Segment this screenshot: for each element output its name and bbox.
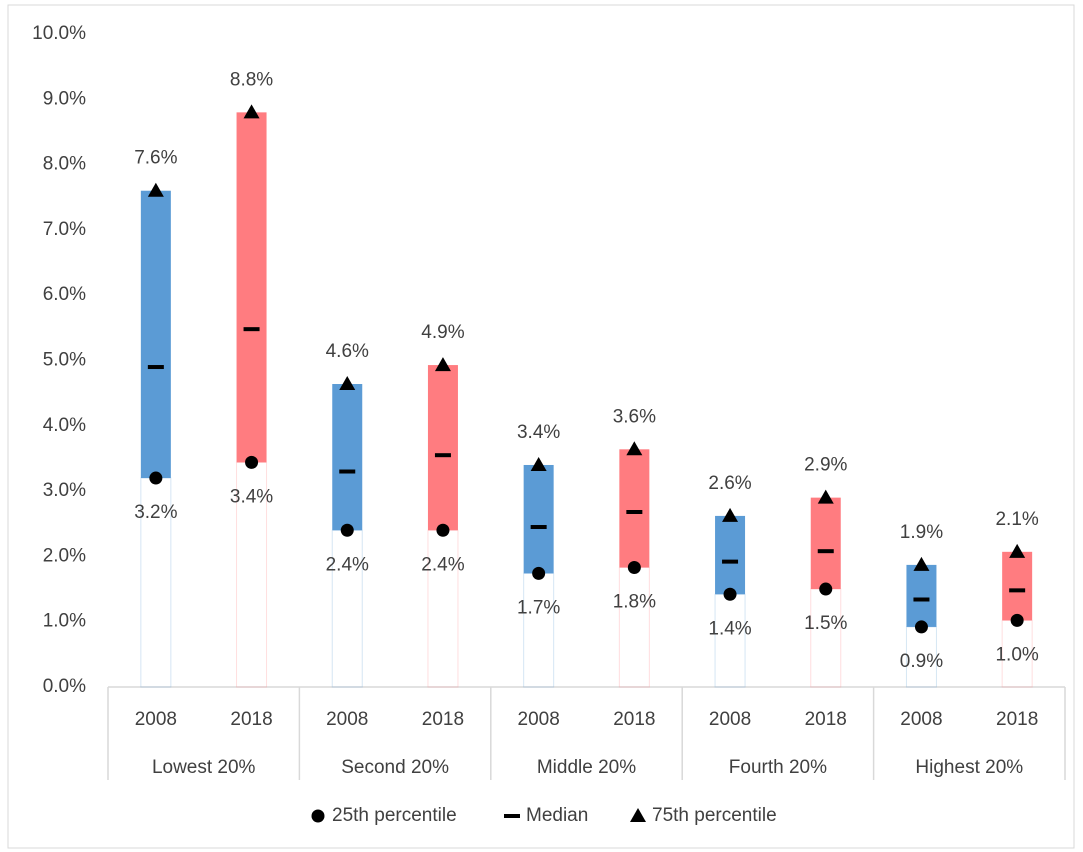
- x-tick-label: 2008: [135, 709, 177, 730]
- x-tick-label: 2008: [900, 709, 942, 730]
- y-tick-label: 3.0%: [43, 480, 86, 501]
- marker-triangle: [817, 489, 834, 504]
- range-bar: [236, 112, 267, 463]
- y-tick-label: 5.0%: [43, 350, 86, 371]
- y-tick-label: 4.0%: [43, 415, 86, 436]
- value-label: 3.4%: [230, 486, 273, 507]
- x-tick-label: 2018: [805, 709, 847, 730]
- marker-dash: [1009, 588, 1026, 593]
- marker-circle: [723, 587, 737, 601]
- value-label: 2.9%: [804, 455, 847, 476]
- legend-label: Median: [526, 805, 588, 826]
- value-label: 3.2%: [134, 502, 177, 523]
- marker-triangle: [147, 182, 164, 197]
- marker-triangle: [722, 507, 739, 522]
- y-tick-label: 10.0%: [32, 23, 86, 44]
- value-label: 2.1%: [995, 509, 1038, 530]
- value-label: 1.8%: [613, 592, 656, 613]
- value-label: 0.9%: [900, 651, 943, 672]
- value-label: 3.6%: [613, 406, 656, 427]
- value-label: 1.0%: [995, 644, 1038, 665]
- marker-dash: [530, 525, 547, 530]
- x-tick-label: 2008: [709, 709, 751, 730]
- marker-triangle: [1009, 543, 1026, 558]
- y-tick-label: 6.0%: [43, 284, 86, 305]
- y-tick-label: 8.0%: [43, 154, 86, 175]
- marker-triangle: [530, 456, 547, 471]
- marker-triangle: [626, 441, 643, 456]
- marker-circle: [819, 582, 833, 596]
- group-label: Highest 20%: [915, 757, 1023, 778]
- value-label: 2.4%: [421, 554, 464, 575]
- legend-label: 25th percentile: [332, 805, 457, 826]
- value-label: 2.6%: [708, 473, 751, 494]
- marker-dash: [817, 549, 834, 554]
- legend-label: 75th percentile: [652, 805, 777, 826]
- x-tick-label: 2008: [518, 709, 560, 730]
- range-bar: [523, 464, 554, 574]
- x-tick-label: 2018: [422, 709, 464, 730]
- range-bar: [715, 515, 746, 595]
- value-label: 4.6%: [326, 341, 369, 362]
- marker-triangle: [913, 556, 930, 571]
- range-bar: [906, 564, 937, 627]
- value-label: 1.7%: [517, 597, 560, 618]
- marker-triangle: [243, 104, 260, 119]
- range-bar: [619, 449, 650, 568]
- x-tick-label: 2018: [230, 709, 272, 730]
- y-tick-label: 1.0%: [43, 611, 86, 632]
- x-tick-label: 2018: [613, 709, 655, 730]
- legend-marker: [504, 814, 520, 818]
- value-label: 1.9%: [900, 522, 943, 543]
- value-label: 4.9%: [421, 322, 464, 343]
- value-label: 8.8%: [230, 69, 273, 90]
- value-label: 7.6%: [134, 148, 177, 169]
- marker-circle: [1010, 613, 1024, 627]
- group-label: Second 20%: [341, 757, 449, 778]
- range-bar: [1002, 551, 1033, 621]
- marker-circle: [914, 620, 928, 634]
- y-tick-label: 9.0%: [43, 88, 86, 109]
- range-bar: [140, 190, 171, 479]
- marker-dash: [626, 509, 643, 514]
- y-tick-label: 7.0%: [43, 219, 86, 240]
- value-label: 3.4%: [517, 422, 560, 443]
- value-label: 1.5%: [804, 613, 847, 634]
- y-tick-label: 2.0%: [43, 545, 86, 566]
- marker-dash: [339, 469, 356, 474]
- y-tick-label: 0.0%: [43, 676, 86, 697]
- marker-circle: [340, 523, 354, 537]
- marker-circle: [532, 566, 546, 580]
- marker-triangle: [434, 357, 451, 372]
- x-tick-label: 2008: [326, 709, 368, 730]
- group-label: Lowest 20%: [152, 757, 256, 778]
- marker-circle: [245, 455, 259, 469]
- range-bar: [427, 365, 458, 531]
- range-bar: [332, 384, 363, 531]
- chart-border: [7, 4, 1075, 849]
- x-tick-label: 2018: [996, 709, 1038, 730]
- marker-circle: [627, 561, 641, 575]
- legend-marker: [311, 809, 325, 823]
- marker-dash: [722, 559, 739, 564]
- value-label: 1.4%: [708, 618, 751, 639]
- marker-dash: [913, 597, 930, 602]
- marker-triangle: [339, 376, 356, 391]
- group-label: Fourth 20%: [729, 757, 827, 778]
- marker-dash: [434, 453, 451, 458]
- legend-marker: [630, 808, 646, 822]
- group-label: Middle 20%: [537, 757, 636, 778]
- marker-circle: [436, 523, 450, 537]
- marker-dash: [243, 327, 260, 332]
- value-label: 2.4%: [326, 554, 369, 575]
- marker-circle: [149, 471, 163, 485]
- range-bar: [810, 497, 841, 590]
- marker-dash: [147, 365, 164, 370]
